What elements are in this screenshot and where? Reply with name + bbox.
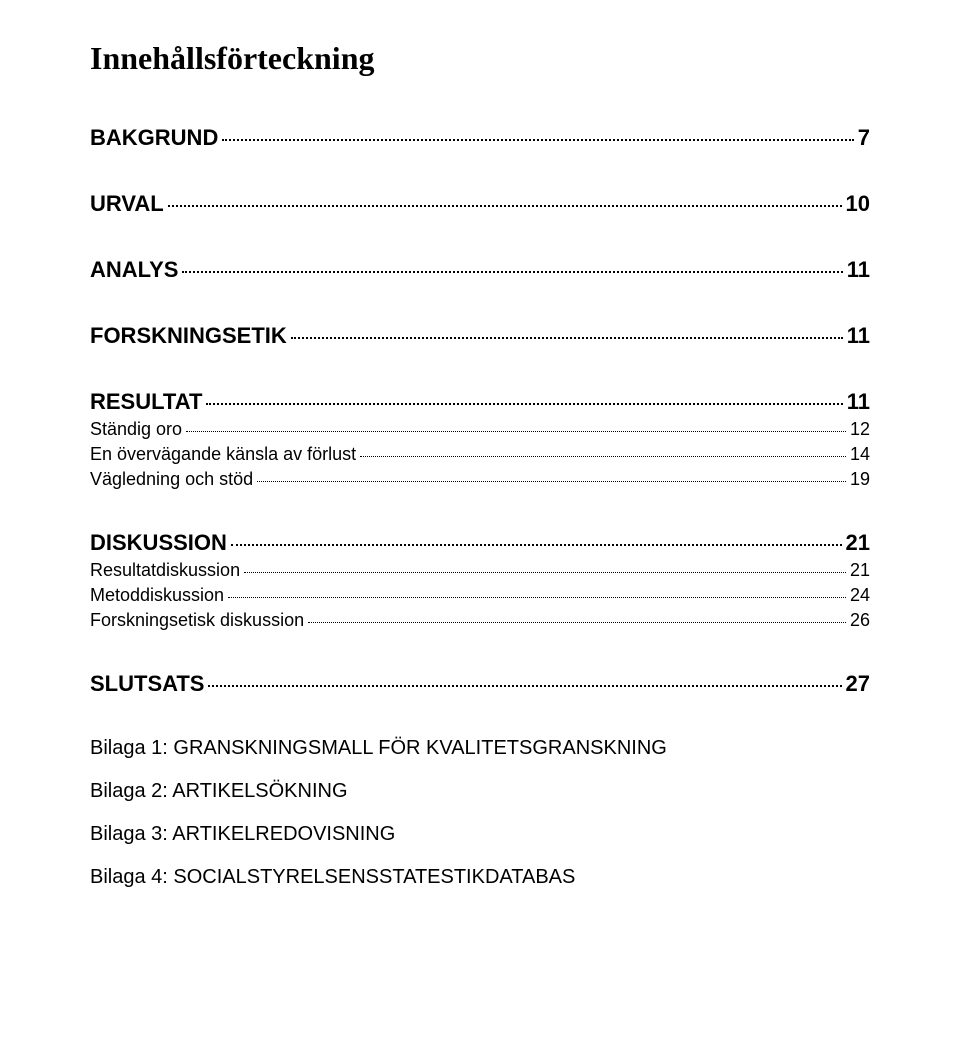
- toc-sub-page: 26: [850, 610, 870, 631]
- toc-heading-page: 21: [846, 530, 870, 556]
- toc-heading-page: 27: [846, 671, 870, 697]
- toc-sub-row: En övervägande känsla av förlust 14: [90, 444, 870, 465]
- toc-heading-page: 7: [858, 125, 870, 151]
- toc-leader-dots: [244, 572, 846, 573]
- document-title: Innehållsförteckning: [90, 40, 870, 77]
- toc-leader-dots: [182, 271, 842, 273]
- appendix-list: Bilaga 1: GRANSKNINGSMALL FÖR KVALITETSG…: [90, 737, 870, 889]
- toc-section: SLUTSATS 27: [90, 671, 870, 697]
- appendix-item: Bilaga 3: ARTIKELREDOVISNING: [90, 823, 870, 846]
- toc-section: DISKUSSION 21 Resultatdiskussion 21 Metoddis…: [90, 530, 870, 631]
- toc-heading-label: RESULTAT: [90, 389, 202, 415]
- toc-sub-label: Vägledning och stöd: [90, 469, 253, 490]
- toc-sub-row: Resultatdiskussion 21: [90, 560, 870, 581]
- toc-leader-dots: [291, 337, 843, 339]
- toc-leader-dots: [206, 403, 842, 405]
- appendix-item: Bilaga 1: GRANSKNINGSMALL FÖR KVALITETSG…: [90, 737, 870, 760]
- toc-sub-page: 12: [850, 419, 870, 440]
- toc-sub-label: Metoddiskussion: [90, 585, 224, 606]
- toc-sub-page: 21: [850, 560, 870, 581]
- toc-leader-dots: [168, 205, 842, 207]
- toc-leader-dots: [360, 456, 846, 457]
- toc-heading-label: FORSKNINGSETIK: [90, 323, 287, 349]
- toc-heading-page: 11: [847, 323, 870, 349]
- toc-sub-label: Resultatdiskussion: [90, 560, 240, 581]
- toc-leader-dots: [186, 431, 846, 432]
- toc-section: FORSKNINGSETIK 11: [90, 323, 870, 349]
- toc-leader-dots: [228, 597, 846, 598]
- appendix-item: Bilaga 2: ARTIKELSÖKNING: [90, 780, 870, 803]
- toc-sub-row: Vägledning och stöd 19: [90, 469, 870, 490]
- toc-sub-label: En övervägande känsla av förlust: [90, 444, 356, 465]
- toc-heading-label: SLUTSATS: [90, 671, 204, 697]
- toc-leader-dots: [308, 622, 846, 623]
- toc-sub-row: Metoddiskussion 24: [90, 585, 870, 606]
- toc-sub-page: 19: [850, 469, 870, 490]
- toc-heading-label: ANALYS: [90, 257, 178, 283]
- toc-section: ANALYS 11: [90, 257, 870, 283]
- toc-heading-row: FORSKNINGSETIK 11: [90, 323, 870, 349]
- toc-leader-dots: [208, 685, 841, 687]
- toc-sub-page: 14: [850, 444, 870, 465]
- toc-section: URVAL 10: [90, 191, 870, 217]
- toc-section: RESULTAT 11 Ständig oro 12 En övervägande kä…: [90, 389, 870, 490]
- toc-leader-dots: [257, 481, 846, 482]
- toc-sub-row: Ständig oro 12: [90, 419, 870, 440]
- toc-sub-row: Forskningsetisk diskussion 26: [90, 610, 870, 631]
- toc-heading-page: 10: [846, 191, 870, 217]
- toc-heading-row: BAKGRUND 7: [90, 125, 870, 151]
- toc-heading-label: URVAL: [90, 191, 164, 217]
- table-of-contents: BAKGRUND 7 URVAL 10 ANALYS 11 FORSKNINGSETIK 11…: [90, 125, 870, 697]
- toc-heading-label: BAKGRUND: [90, 125, 218, 151]
- toc-leader-dots: [231, 544, 842, 546]
- toc-sub-label: Ständig oro: [90, 419, 182, 440]
- toc-heading-row: ANALYS 11: [90, 257, 870, 283]
- toc-heading-page: 11: [847, 389, 870, 415]
- toc-leader-dots: [222, 139, 853, 141]
- toc-section: BAKGRUND 7: [90, 125, 870, 151]
- toc-sub-page: 24: [850, 585, 870, 606]
- appendix-item: Bilaga 4: SOCIALSTYRELSENSSTATESTIKDATAB…: [90, 866, 870, 889]
- toc-heading-label: DISKUSSION: [90, 530, 227, 556]
- toc-heading-row: RESULTAT 11: [90, 389, 870, 415]
- toc-heading-row: URVAL 10: [90, 191, 870, 217]
- toc-heading-row: DISKUSSION 21: [90, 530, 870, 556]
- toc-sub-label: Forskningsetisk diskussion: [90, 610, 304, 631]
- toc-heading-row: SLUTSATS 27: [90, 671, 870, 697]
- toc-heading-page: 11: [847, 257, 870, 283]
